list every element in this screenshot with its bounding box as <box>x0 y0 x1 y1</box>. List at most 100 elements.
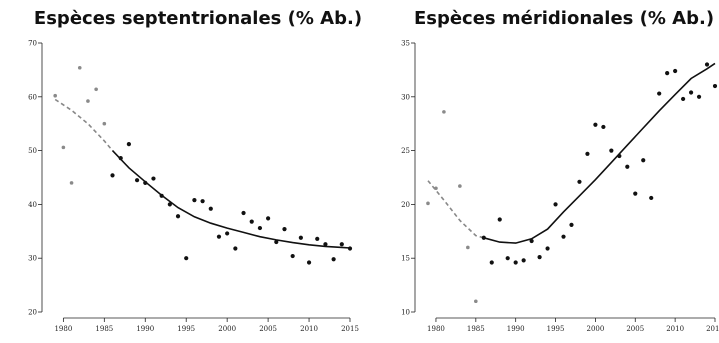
data-point <box>331 257 336 262</box>
data-point <box>306 260 312 265</box>
data-point <box>561 234 566 239</box>
y-tick-label: 15 <box>401 255 410 263</box>
x-tick-label: 1995 <box>547 325 565 333</box>
data-point <box>688 90 694 95</box>
data-point <box>649 195 654 201</box>
data-point <box>257 225 263 231</box>
data-point <box>585 151 590 156</box>
data-point <box>175 214 181 219</box>
data-point-early <box>77 65 82 70</box>
chart-title: Espèces septentrionales (% Ab.) <box>34 8 362 29</box>
panel-especes-septentrionales: Espèces septentrionales (% Ab.) 20 30 40 50… <box>28 8 362 333</box>
data-point <box>569 222 574 227</box>
data-point <box>216 234 222 239</box>
panel-especes-meridionales: Espèces méridionales (% Ab.) 10 15 20 25 30 3… <box>401 8 719 333</box>
data-point <box>481 235 486 240</box>
data-point <box>704 62 710 67</box>
data-point <box>593 122 598 127</box>
data-point <box>290 253 295 259</box>
x-tick-label: 1985 <box>95 325 113 333</box>
data-point <box>665 71 670 76</box>
y-tick-label: 70 <box>28 40 37 48</box>
x-tick-label: 2000 <box>586 325 604 333</box>
data-point <box>159 193 164 198</box>
x-tick-label: 1990 <box>507 325 525 333</box>
y-tick-label: 35 <box>401 40 410 48</box>
x-tick-label: 1980 <box>427 325 445 333</box>
data-point-early <box>434 186 438 191</box>
data-point <box>537 255 542 260</box>
data-point-early <box>102 121 107 126</box>
data-point <box>529 238 534 244</box>
data-point <box>513 260 518 265</box>
data-point-early <box>86 99 90 103</box>
y-tick-label: 20 <box>28 309 37 317</box>
x-tick-label: 2010 <box>666 325 684 333</box>
data-point <box>241 210 246 216</box>
data-point <box>274 239 279 245</box>
data-point <box>657 91 662 96</box>
data-point-early <box>53 93 57 98</box>
data-point <box>347 246 353 251</box>
data-point <box>118 156 123 161</box>
x-tick-label: 1990 <box>136 325 154 333</box>
data-point <box>641 158 646 163</box>
x-tick-label: 2005 <box>259 325 277 333</box>
data-point <box>200 199 205 204</box>
data-point <box>545 246 550 251</box>
data-point-early <box>426 201 430 206</box>
data-point <box>249 219 254 224</box>
data-point <box>184 256 189 261</box>
data-point <box>208 206 213 211</box>
data-point <box>167 202 172 207</box>
data-point <box>233 246 238 251</box>
data-point <box>633 191 638 196</box>
data-point <box>192 197 197 203</box>
y-tick-label: 40 <box>28 201 37 209</box>
data-point <box>298 235 303 240</box>
x-tick-label: 2010 <box>300 325 318 333</box>
data-point <box>497 217 502 222</box>
data-point <box>601 124 606 130</box>
data-point <box>151 176 156 181</box>
chart-title: Espèces méridionales (% Ab.) <box>414 8 714 29</box>
data-point <box>696 94 702 99</box>
data-point <box>521 258 526 263</box>
data-point <box>266 216 271 221</box>
y-tick-label: 60 <box>28 93 37 101</box>
data-point <box>339 242 344 247</box>
data-point <box>625 164 630 169</box>
x-tick-label: 2015 <box>341 325 359 333</box>
data-point <box>489 260 494 265</box>
data-point-early <box>69 181 74 185</box>
data-point <box>681 96 686 102</box>
data-point <box>110 173 115 178</box>
data-point-early <box>442 110 446 114</box>
trend-line-dashed <box>427 180 485 239</box>
data-point <box>577 179 582 184</box>
x-tick-label: 2005 <box>626 325 644 333</box>
y-tick-label: 10 <box>401 309 410 317</box>
y-tick-label: 30 <box>401 93 410 101</box>
y-tick-label: 20 <box>401 201 410 209</box>
data-point <box>323 242 328 247</box>
y-tick-label: 30 <box>28 255 37 263</box>
x-tick-label: 2000 <box>218 325 236 333</box>
trend-line <box>111 150 351 249</box>
data-point <box>315 236 320 241</box>
data-point <box>553 202 558 207</box>
trend-line <box>483 62 716 244</box>
x-tick-label: 1980 <box>54 325 72 333</box>
x-tick-label: 2015 <box>706 325 719 333</box>
data-point <box>673 68 678 74</box>
data-point <box>712 83 718 89</box>
data-point-early <box>466 245 470 250</box>
data-point <box>225 231 230 236</box>
data-point <box>505 256 510 261</box>
data-point-early <box>458 184 462 188</box>
data-point <box>282 227 287 232</box>
data-point <box>609 148 614 153</box>
data-point <box>134 178 140 183</box>
y-tick-label: 25 <box>401 147 410 155</box>
